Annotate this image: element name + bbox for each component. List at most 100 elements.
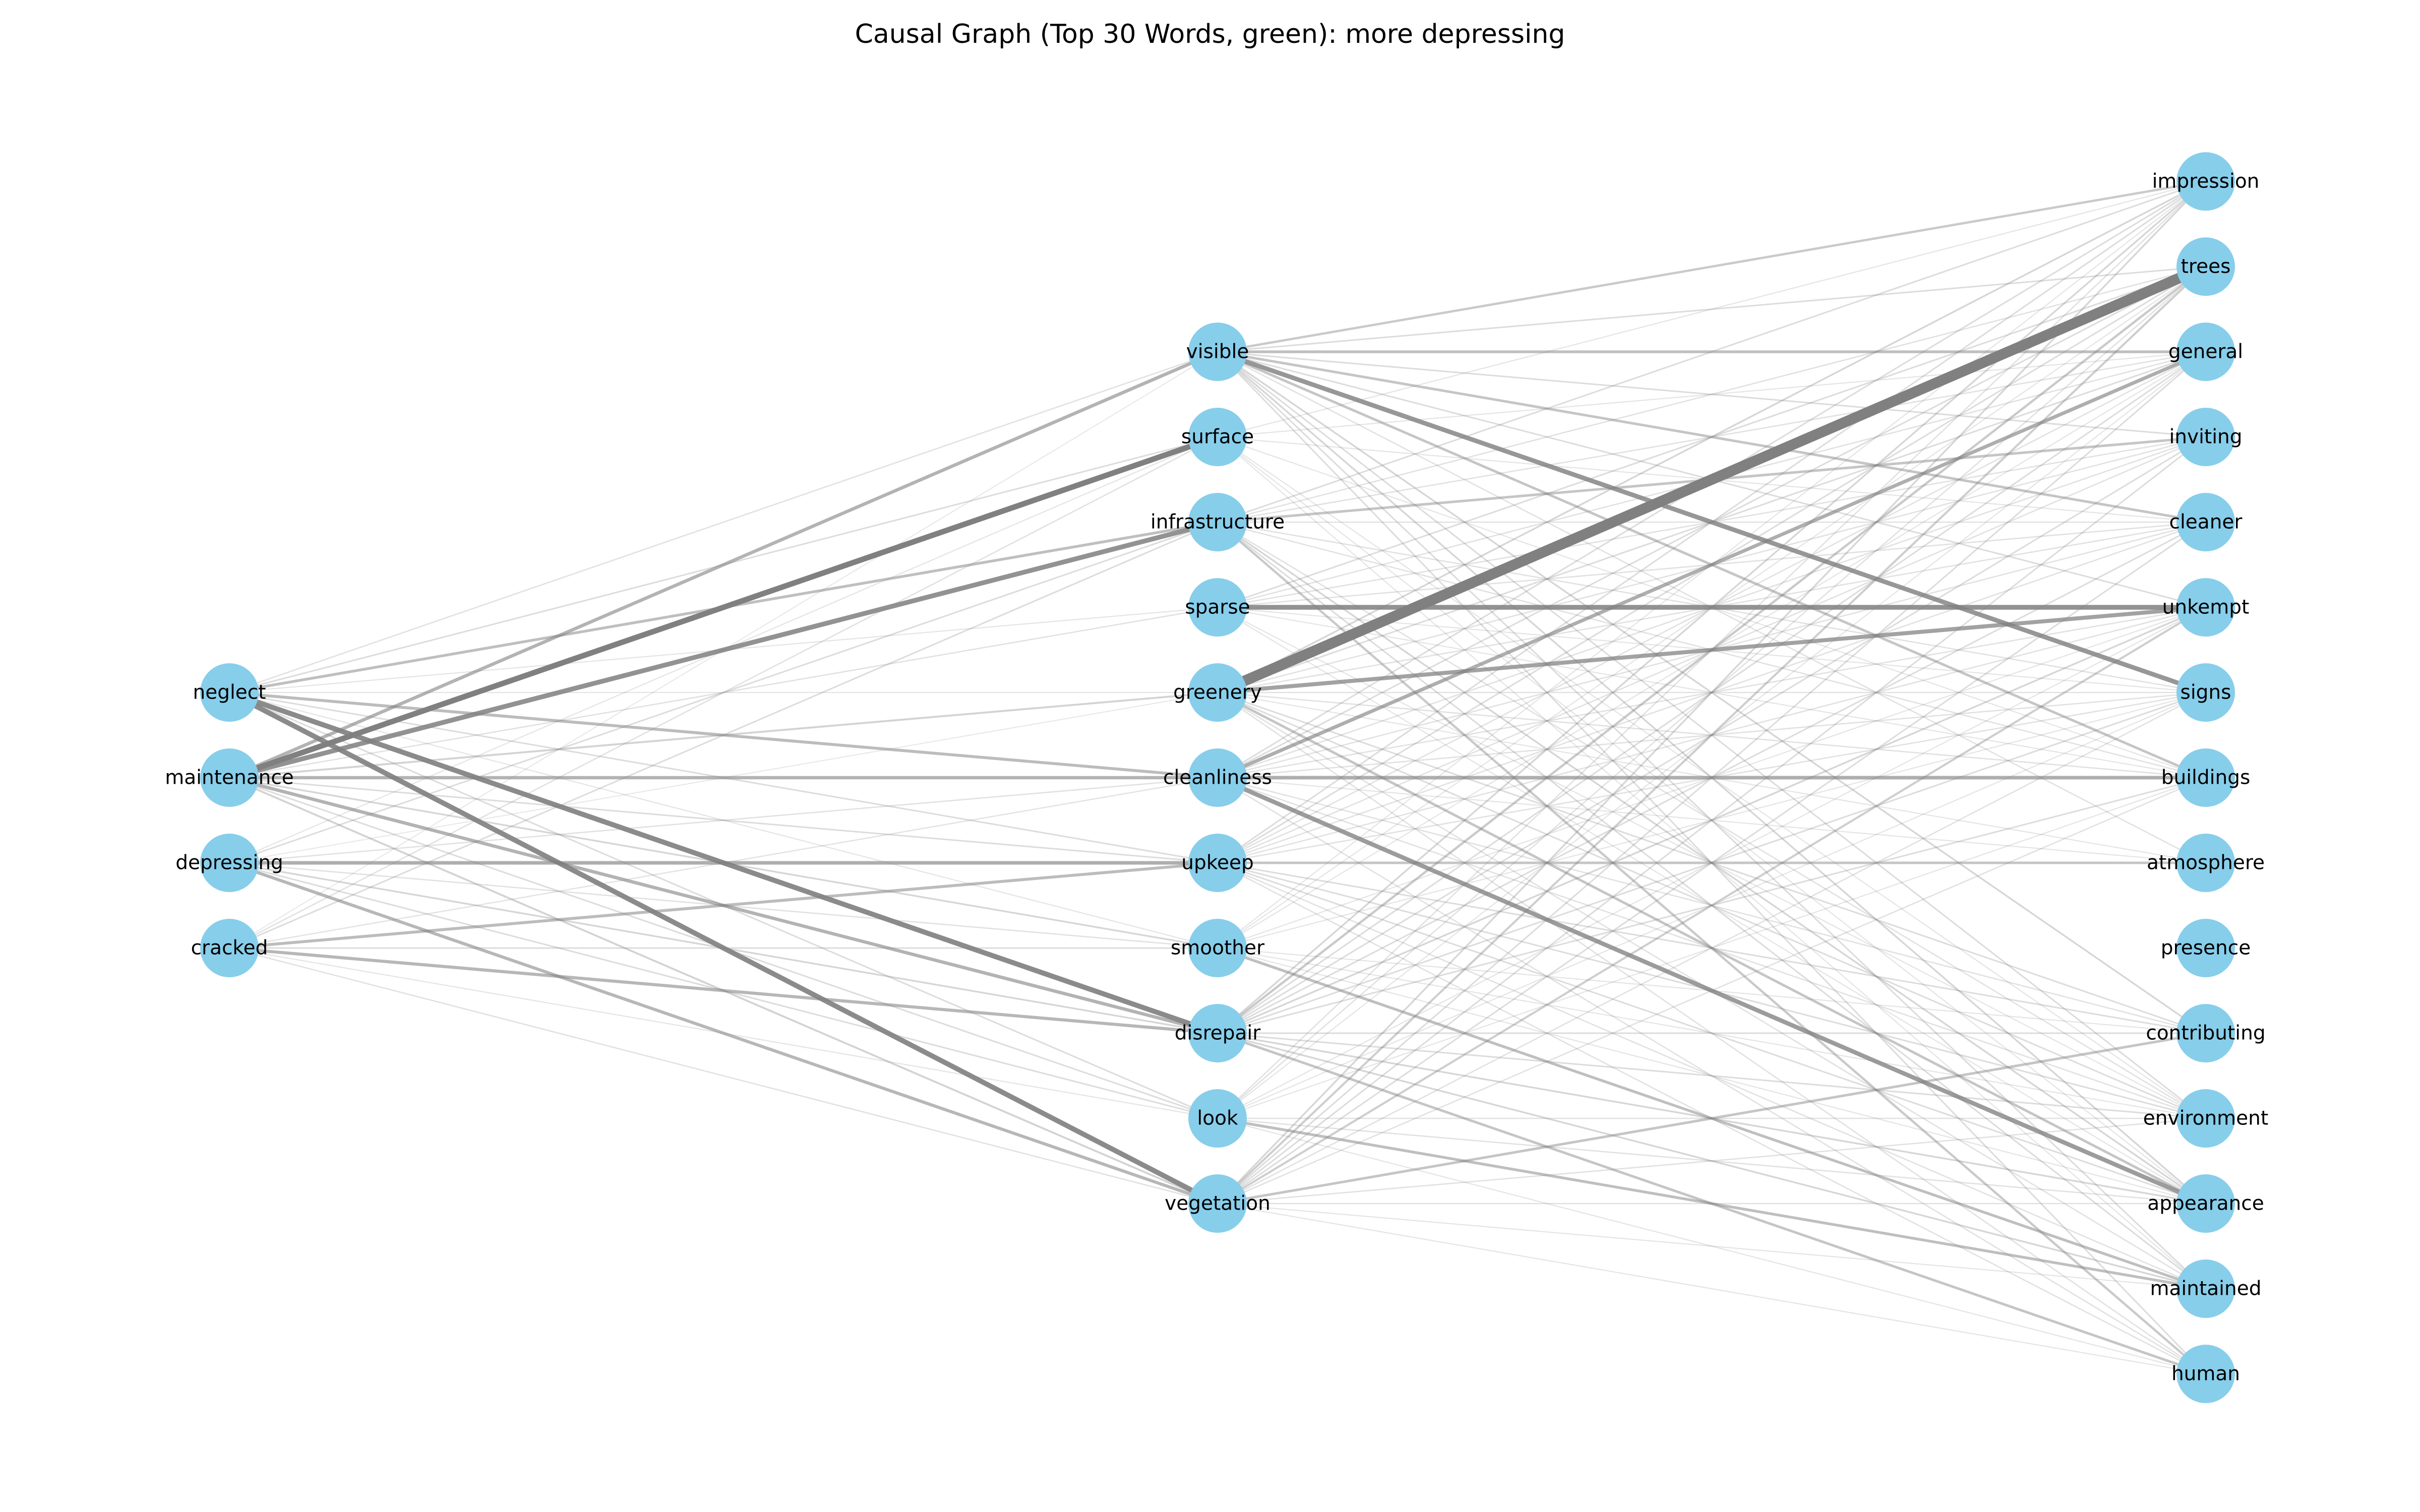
edge-greenery-environment — [1217, 691, 2206, 1119]
edge-surface-appearance — [1217, 436, 2206, 1204]
node-circle-infrastructure — [1188, 493, 1247, 551]
node-presence: presence — [2161, 919, 2251, 977]
node-maintenance: maintenance — [165, 748, 294, 807]
edge-sparse-environment — [1217, 607, 2206, 1119]
nodes-layer: neglect maintenance depressing cracked visib… — [165, 152, 2268, 1403]
edge-greenery-unkempt — [1217, 605, 2206, 695]
edge-look-general — [1217, 351, 2206, 1119]
edge-cracked-disrepair — [229, 946, 1218, 1035]
edge-maintenance-disrepair — [229, 776, 1218, 1035]
node-cracked: cracked — [191, 919, 268, 977]
node-signs: signs — [2176, 663, 2235, 722]
edge-disrepair-maintained — [1217, 1032, 2206, 1290]
edge-look-human — [1217, 1117, 2206, 1375]
edge-vegetation-human — [1217, 1203, 2206, 1375]
node-circle-visible — [1188, 323, 1247, 381]
edge-smoother-signs — [1217, 691, 2206, 949]
node-circle-vegetation — [1188, 1174, 1247, 1233]
node-label-impression: impression — [2152, 170, 2260, 193]
node-disrepair: disrepair — [1175, 1004, 1261, 1062]
node-impression: impression — [2152, 152, 2260, 211]
edge-smoother-maintained — [1217, 947, 2206, 1290]
edge-neglect-vegetation — [228, 690, 1219, 1206]
node-label-unkempt: unkempt — [2162, 596, 2250, 619]
node-circle-buildings — [2176, 748, 2235, 807]
node-circle-trees — [2176, 237, 2235, 296]
node-label-infrastructure: infrastructure — [1151, 511, 1285, 534]
node-label-inviting: inviting — [2169, 426, 2242, 449]
edge-depressing-cleanliness — [229, 777, 1218, 864]
node-circle-appearance — [2176, 1174, 2235, 1233]
edge-surface-impression — [1217, 180, 2206, 438]
edge-cracked-vegetation — [229, 947, 1218, 1205]
edge-depressing-infrastructure — [229, 521, 1218, 864]
edge-depressing-vegetation — [228, 861, 1219, 1205]
edge-cleanliness-signs — [1217, 691, 2206, 779]
node-environment: environment — [2143, 1089, 2268, 1148]
node-label-surface: surface — [1181, 426, 1254, 449]
edge-visible-environment — [1217, 351, 2206, 1119]
edge-disrepair-environment — [1217, 1032, 2206, 1119]
node-label-greenery: greenery — [1173, 681, 1262, 704]
node-circle-maintenance — [200, 748, 259, 807]
node-label-cleaner: cleaner — [2169, 511, 2243, 534]
node-label-contributing: contributing — [2146, 1022, 2265, 1045]
node-buildings: buildings — [2161, 748, 2251, 807]
node-label-presence: presence — [2161, 937, 2251, 960]
edge-cleanliness-appearance — [1217, 776, 2207, 1206]
node-appearance: appearance — [2147, 1174, 2264, 1233]
node-circle-presence — [2176, 919, 2235, 977]
node-unkempt: unkempt — [2162, 578, 2250, 637]
edge-infrastructure-maintained — [1217, 521, 2206, 1290]
node-neglect: neglect — [193, 663, 266, 722]
node-circle-contributing — [2176, 1004, 2235, 1062]
node-circle-greenery — [1188, 663, 1247, 722]
node-label-buildings: buildings — [2161, 767, 2251, 789]
node-label-signs: signs — [2181, 681, 2231, 704]
node-label-sparse: sparse — [1185, 596, 1250, 619]
edge-maintenance-upkeep — [229, 777, 1218, 864]
edge-upkeep-unkempt — [1217, 606, 2206, 864]
edge-surface-maintained — [1217, 436, 2206, 1289]
node-label-cracked: cracked — [191, 937, 268, 960]
edge-visible-trees — [1217, 266, 2206, 353]
edge-greenery-trees — [1215, 262, 2208, 698]
node-label-disrepair: disrepair — [1175, 1022, 1261, 1045]
node-general: general — [2168, 323, 2243, 381]
edge-look-signs — [1217, 691, 2206, 1119]
graph-title: Causal Graph (Top 30 Words, green): more… — [855, 19, 1565, 49]
node-label-visible: visible — [1186, 341, 1249, 363]
node-label-depressing: depressing — [175, 852, 283, 874]
edge-infrastructure-trees — [1217, 266, 2206, 523]
node-label-upkeep: upkeep — [1181, 852, 1253, 874]
node-label-human: human — [2171, 1363, 2240, 1385]
node-vegetation: vegetation — [1165, 1174, 1270, 1233]
edge-cleanliness-human — [1217, 777, 2206, 1375]
edge-visible-signs — [1217, 349, 2207, 695]
edge-vegetation-maintained — [1217, 1203, 2206, 1290]
edge-disrepair-buildings — [1217, 777, 2206, 1034]
node-look: look — [1188, 1089, 1247, 1148]
edge-surface-general — [1217, 351, 2206, 438]
edge-neglect-disrepair — [228, 690, 1219, 1036]
node-label-smoother: smoother — [1171, 937, 1265, 960]
edges-layer — [228, 180, 2208, 1375]
edge-vegetation-inviting — [1217, 436, 2206, 1205]
edge-look-buildings — [1217, 777, 2206, 1119]
node-circle-cracked — [200, 919, 259, 977]
node-circle-look — [1188, 1089, 1247, 1148]
edge-cleanliness-atmosphere — [1217, 777, 2206, 864]
edge-disrepair-general — [1217, 351, 2206, 1034]
node-label-trees: trees — [2181, 256, 2231, 278]
node-circle-maintained — [2176, 1259, 2235, 1318]
node-label-appearance: appearance — [2147, 1192, 2264, 1215]
edge-smoother-appearance — [1217, 947, 2206, 1205]
node-label-atmosphere: atmosphere — [2147, 852, 2265, 874]
edge-visible-cleaner — [1217, 350, 2206, 524]
node-label-neglect: neglect — [193, 681, 266, 704]
edge-maintenance-infrastructure — [228, 520, 1219, 780]
node-circle-unkempt — [2176, 578, 2235, 637]
edge-infrastructure-general — [1217, 351, 2206, 523]
node-circle-impression — [2176, 152, 2235, 211]
node-circle-upkeep — [1188, 834, 1247, 892]
